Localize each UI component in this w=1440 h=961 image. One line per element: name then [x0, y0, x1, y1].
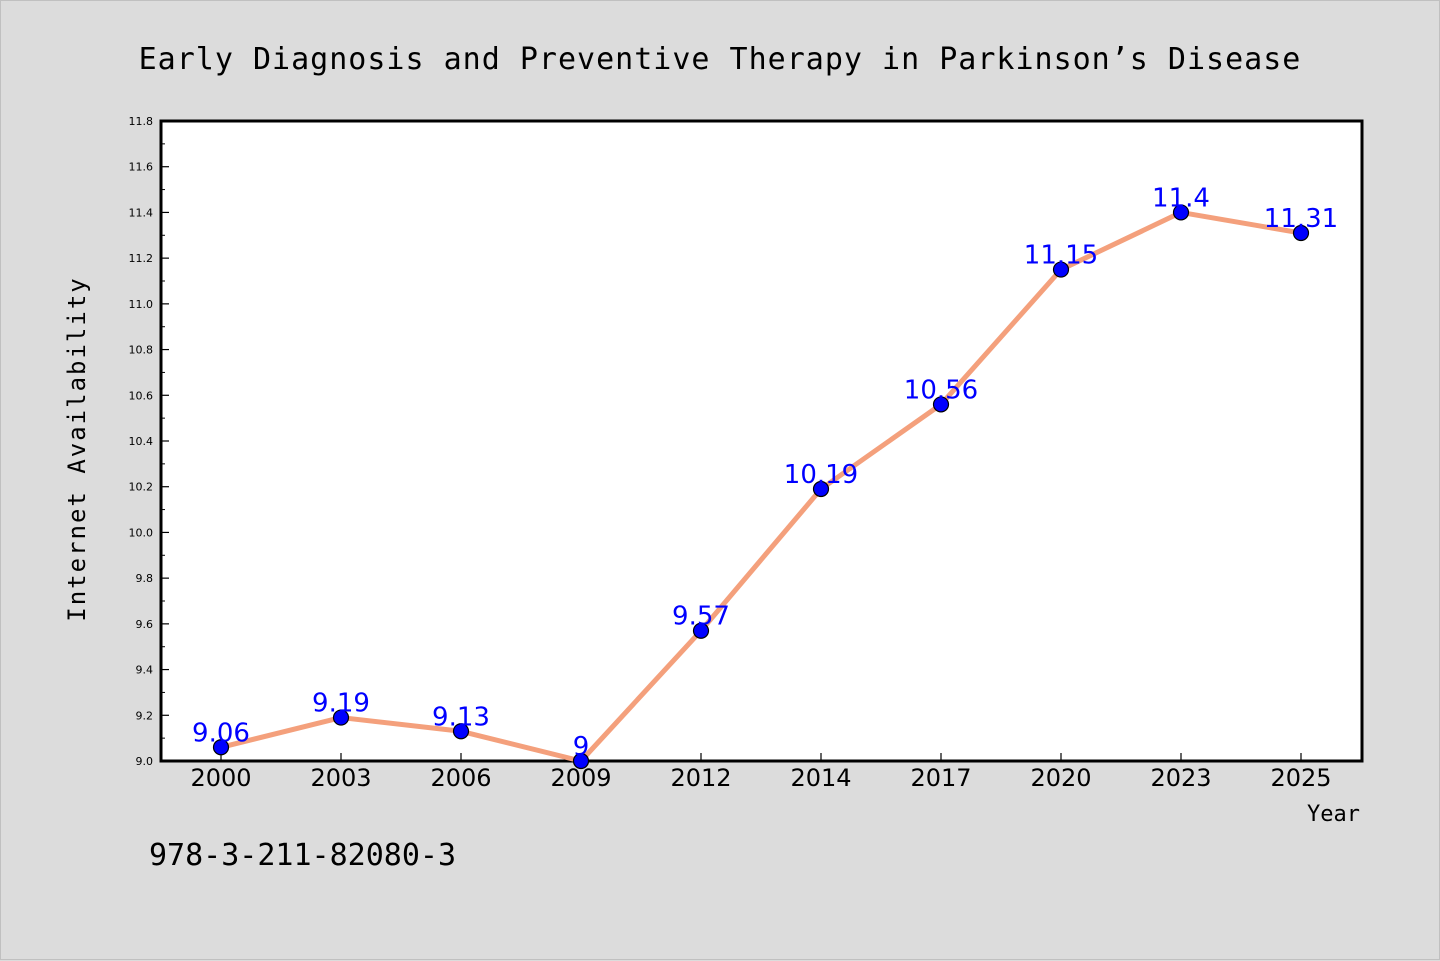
y-tick-label: 10.0 — [129, 526, 154, 539]
y-tick-label: 10.6 — [129, 389, 154, 402]
y-tick-label: 11.6 — [129, 161, 154, 174]
data-label: 9.57 — [672, 602, 730, 632]
y-tick-label: 11.8 — [129, 115, 154, 128]
data-label: 9.06 — [192, 718, 250, 748]
data-label: 9.19 — [312, 689, 370, 719]
y-tick-label: 9.8 — [136, 572, 154, 585]
chart-title: Early Diagnosis and Preventive Therapy i… — [139, 42, 1302, 77]
footnote-isbn: 978-3-211-82080-3 — [149, 838, 456, 873]
y-tick-label: 9.4 — [136, 664, 154, 677]
x-tick-label: 2000 — [190, 764, 251, 792]
y-tick-label: 11.4 — [129, 206, 154, 219]
x-tick-label: 2012 — [670, 764, 731, 792]
data-point — [332, 709, 350, 726]
x-tick-label: 2003 — [310, 764, 371, 792]
y-tick-label: 11.2 — [129, 252, 154, 265]
data-point — [692, 622, 710, 639]
data-point — [812, 480, 830, 498]
x-axis-label: Year — [1307, 802, 1360, 827]
x-tick-label: 2006 — [430, 764, 491, 792]
data-point — [1292, 224, 1310, 242]
series-line — [220, 209, 1302, 764]
x-tick-label: 2017 — [910, 764, 971, 792]
x-tick-label: 2020 — [1030, 764, 1091, 792]
data-label: 11.31 — [1264, 204, 1338, 234]
x-tick-label: 2023 — [1150, 764, 1211, 792]
data-label: 11.15 — [1024, 241, 1098, 271]
plot-area — [159, 119, 1364, 763]
x-axis: 2000 2003 2006 2009 2012 2014 2017 2020 2023 2025 — [190, 753, 1332, 792]
y-tick-label: 9.2 — [136, 709, 154, 722]
data-label: 10.19 — [784, 460, 858, 490]
data-point — [1052, 261, 1070, 278]
data-point — [932, 396, 950, 413]
y-tick-label: 9.6 — [136, 618, 154, 631]
data-label: 11.4 — [1152, 183, 1210, 213]
x-tick-label: 2025 — [1270, 764, 1331, 792]
data-point — [1172, 204, 1190, 221]
series-layer: 9.06 9.19 9.13 9 9.57 10.19 10.56 11.15 11.4 11.3… — [192, 183, 1338, 770]
data-point — [572, 752, 590, 770]
y-tick-label: 10.4 — [129, 435, 154, 448]
y-tick-label: 9.0 — [136, 755, 154, 768]
data-point — [212, 739, 230, 756]
y-axis: 9.0 9.2 9.4 9.6 9.8 10.0 10.2 10.4 10.6 10.8 11.0 1… — [129, 115, 169, 768]
data-point — [452, 723, 470, 740]
y-axis-label: Internet Availability — [63, 276, 91, 621]
y-tick-label: 10.8 — [129, 344, 154, 357]
data-label: 10.56 — [904, 375, 978, 405]
y-tick-label: 11.0 — [129, 298, 154, 311]
y-tick-label: 10.2 — [129, 481, 154, 494]
data-label: 9.13 — [432, 702, 490, 732]
data-label: 9 — [573, 732, 590, 762]
x-tick-label: 2014 — [790, 764, 851, 792]
